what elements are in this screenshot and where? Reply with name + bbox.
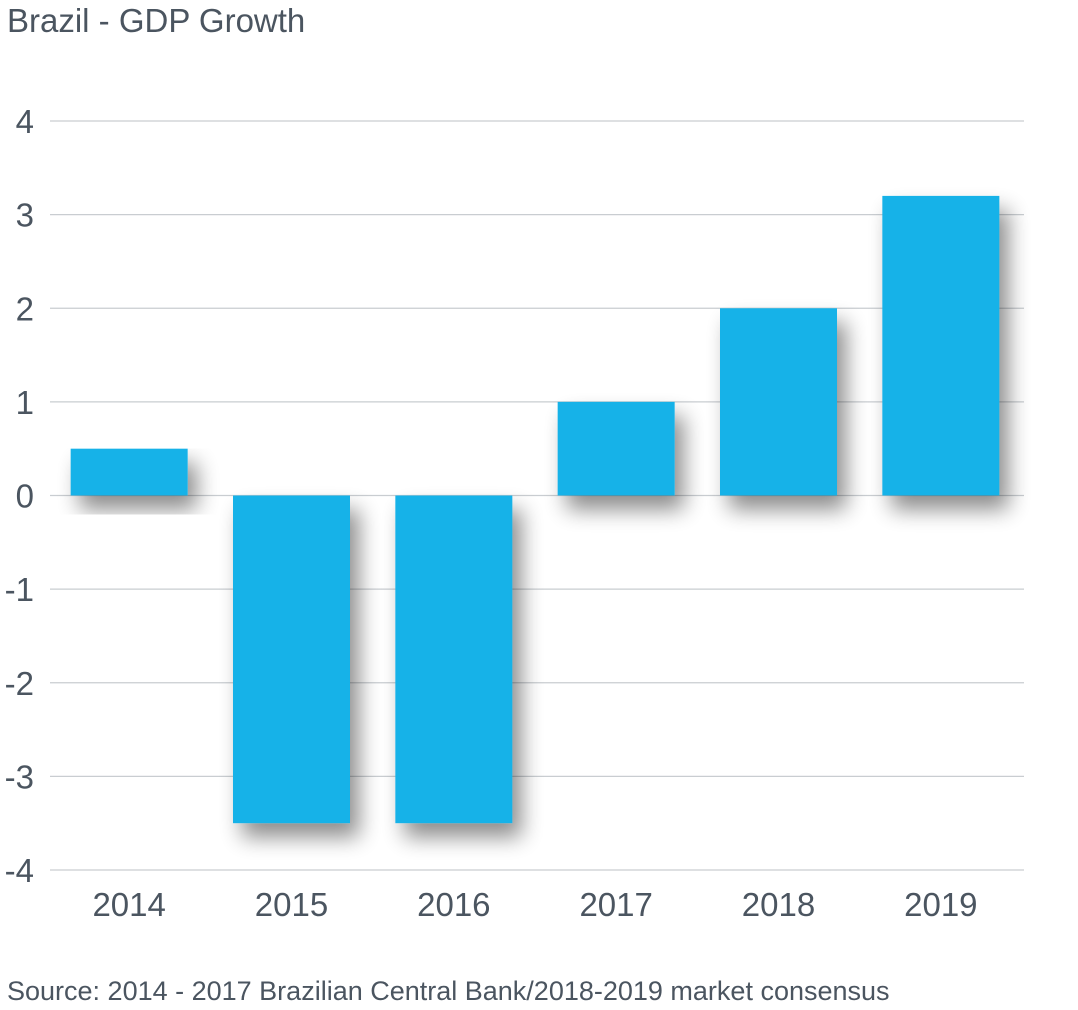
chart-title: Brazil - GDP Growth [7, 2, 305, 39]
source-note: Source: 2014 - 2017 Brazilian Central Ba… [7, 976, 890, 1006]
bar-2019 [882, 195, 1000, 496]
bar-2015 [233, 495, 350, 824]
bar-2014 [70, 448, 188, 496]
x-tick-label: 2019 [904, 886, 977, 923]
gridlines [50, 120, 1024, 871]
x-tick-label: 2016 [417, 886, 490, 923]
bar-2018 [720, 308, 837, 496]
y-tick-label: -3 [5, 758, 34, 795]
y-tick-label: 0 [16, 478, 34, 515]
x-tick-label: 2018 [742, 886, 815, 923]
bars [70, 195, 1000, 824]
x-tick-label: 2015 [255, 886, 328, 923]
y-tick-label: -4 [5, 852, 34, 889]
x-axis-ticks: 2014 2015 2016 2017 2018 2019 [92, 886, 977, 923]
y-tick-label: 3 [16, 197, 34, 234]
y-tick-label: -2 [5, 665, 34, 702]
y-tick-label: 4 [16, 103, 34, 140]
bar-2016 [395, 495, 513, 824]
x-tick-label: 2014 [92, 886, 165, 923]
bar-2017 [557, 401, 675, 496]
y-tick-label: 2 [16, 290, 34, 327]
y-tick-label: -1 [5, 571, 34, 608]
y-axis-ticks: 4 3 2 1 0 -1 -2 -3 -4 [5, 103, 34, 889]
x-tick-label: 2017 [579, 886, 652, 923]
y-tick-label: 1 [16, 384, 34, 421]
